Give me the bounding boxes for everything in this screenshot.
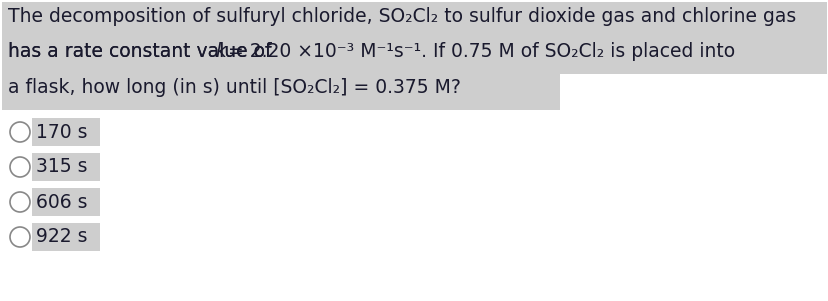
FancyBboxPatch shape bbox=[2, 74, 560, 110]
Text: has a rate constant value of: has a rate constant value of bbox=[8, 42, 277, 61]
Text: has a rate constant value of: has a rate constant value of bbox=[8, 42, 277, 61]
Text: has a rate constant value of k: has a rate constant value of k bbox=[8, 42, 288, 61]
Text: 315 s: 315 s bbox=[36, 157, 88, 176]
Text: 922 s: 922 s bbox=[36, 228, 88, 247]
Text: The decomposition of sulfuryl chloride, SO₂Cl₂ to sulfur dioxide gas and chlorin: The decomposition of sulfuryl chloride, … bbox=[8, 7, 795, 26]
FancyBboxPatch shape bbox=[32, 188, 100, 216]
FancyBboxPatch shape bbox=[32, 223, 100, 251]
Text: 606 s: 606 s bbox=[36, 193, 88, 212]
FancyBboxPatch shape bbox=[32, 118, 100, 146]
Text: = 2.20 ×10⁻³ M⁻¹s⁻¹. If 0.75 M of SO₂Cl₂ is placed into: = 2.20 ×10⁻³ M⁻¹s⁻¹. If 0.75 M of SO₂Cl₂… bbox=[222, 42, 734, 61]
Text: k: k bbox=[215, 42, 226, 61]
FancyBboxPatch shape bbox=[32, 153, 100, 181]
Text: 170 s: 170 s bbox=[36, 123, 88, 141]
FancyBboxPatch shape bbox=[2, 2, 826, 74]
Text: a flask, how long (in s) until [SO₂Cl₂] = 0.375 M?: a flask, how long (in s) until [SO₂Cl₂] … bbox=[8, 78, 460, 97]
